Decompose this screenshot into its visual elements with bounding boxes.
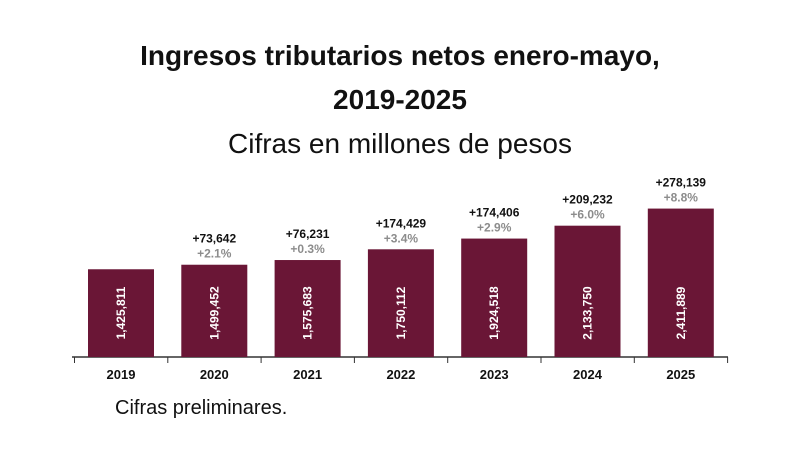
increase-pct-label-2023: +2.9% <box>477 221 512 235</box>
increase-pct-label-2022: +3.4% <box>384 231 419 245</box>
x-tick-label-2021: 2021 <box>293 367 322 382</box>
bar-value-label-2020: 1,499,452 <box>207 286 221 340</box>
increase-abs-label-2024: +209,232 <box>562 193 613 207</box>
increase-abs-label-2022: +174,429 <box>376 216 427 230</box>
increase-pct-label-2024: +6.0% <box>570 208 605 222</box>
chart-title-line2: 2019-2025 <box>333 84 467 115</box>
chart-subtitle: Cifras en millones de pesos <box>228 128 572 159</box>
bar-2025 <box>647 208 714 357</box>
chart-title-line1: Ingresos tributarios netos enero-mayo, <box>140 40 660 71</box>
x-tick-label-2019: 2019 <box>107 367 136 382</box>
bar-2019 <box>88 269 154 357</box>
increase-pct-label-2021: +0.3% <box>290 242 325 256</box>
x-tick-label-2024: 2024 <box>573 367 603 382</box>
bar-2023 <box>461 238 528 357</box>
bar-2020 <box>181 264 248 357</box>
increase-abs-label-2021: +76,231 <box>286 227 330 241</box>
x-tick-label-2023: 2023 <box>480 367 509 382</box>
footnote: Cifras preliminares. <box>115 397 288 419</box>
bar-2021 <box>274 260 341 357</box>
x-tick-label-2025: 2025 <box>666 367 695 382</box>
bar-value-label-2021: 1,575,683 <box>301 286 315 340</box>
bar-value-label-2024: 2,133,750 <box>581 286 595 340</box>
increase-abs-label-2025: +278,139 <box>656 176 707 190</box>
bar-value-label-2022: 1,750,112 <box>394 286 408 339</box>
increase-pct-label-2020: +2.1% <box>197 247 232 261</box>
bar-value-label-2019: 1,425,811 <box>114 286 128 339</box>
x-tick-label-2022: 2022 <box>386 367 415 382</box>
increase-pct-label-2025: +8.8% <box>664 191 699 205</box>
bar-value-label-2023: 1,924,518 <box>487 286 501 340</box>
increase-abs-label-2023: +174,406 <box>469 206 520 220</box>
x-tick-label-2020: 2020 <box>200 367 229 382</box>
bar-2024 <box>554 225 621 357</box>
bar-2022 <box>367 249 434 357</box>
bar-value-label-2025: 2,411,889 <box>674 286 688 339</box>
increase-abs-label-2020: +73,642 <box>192 232 236 246</box>
